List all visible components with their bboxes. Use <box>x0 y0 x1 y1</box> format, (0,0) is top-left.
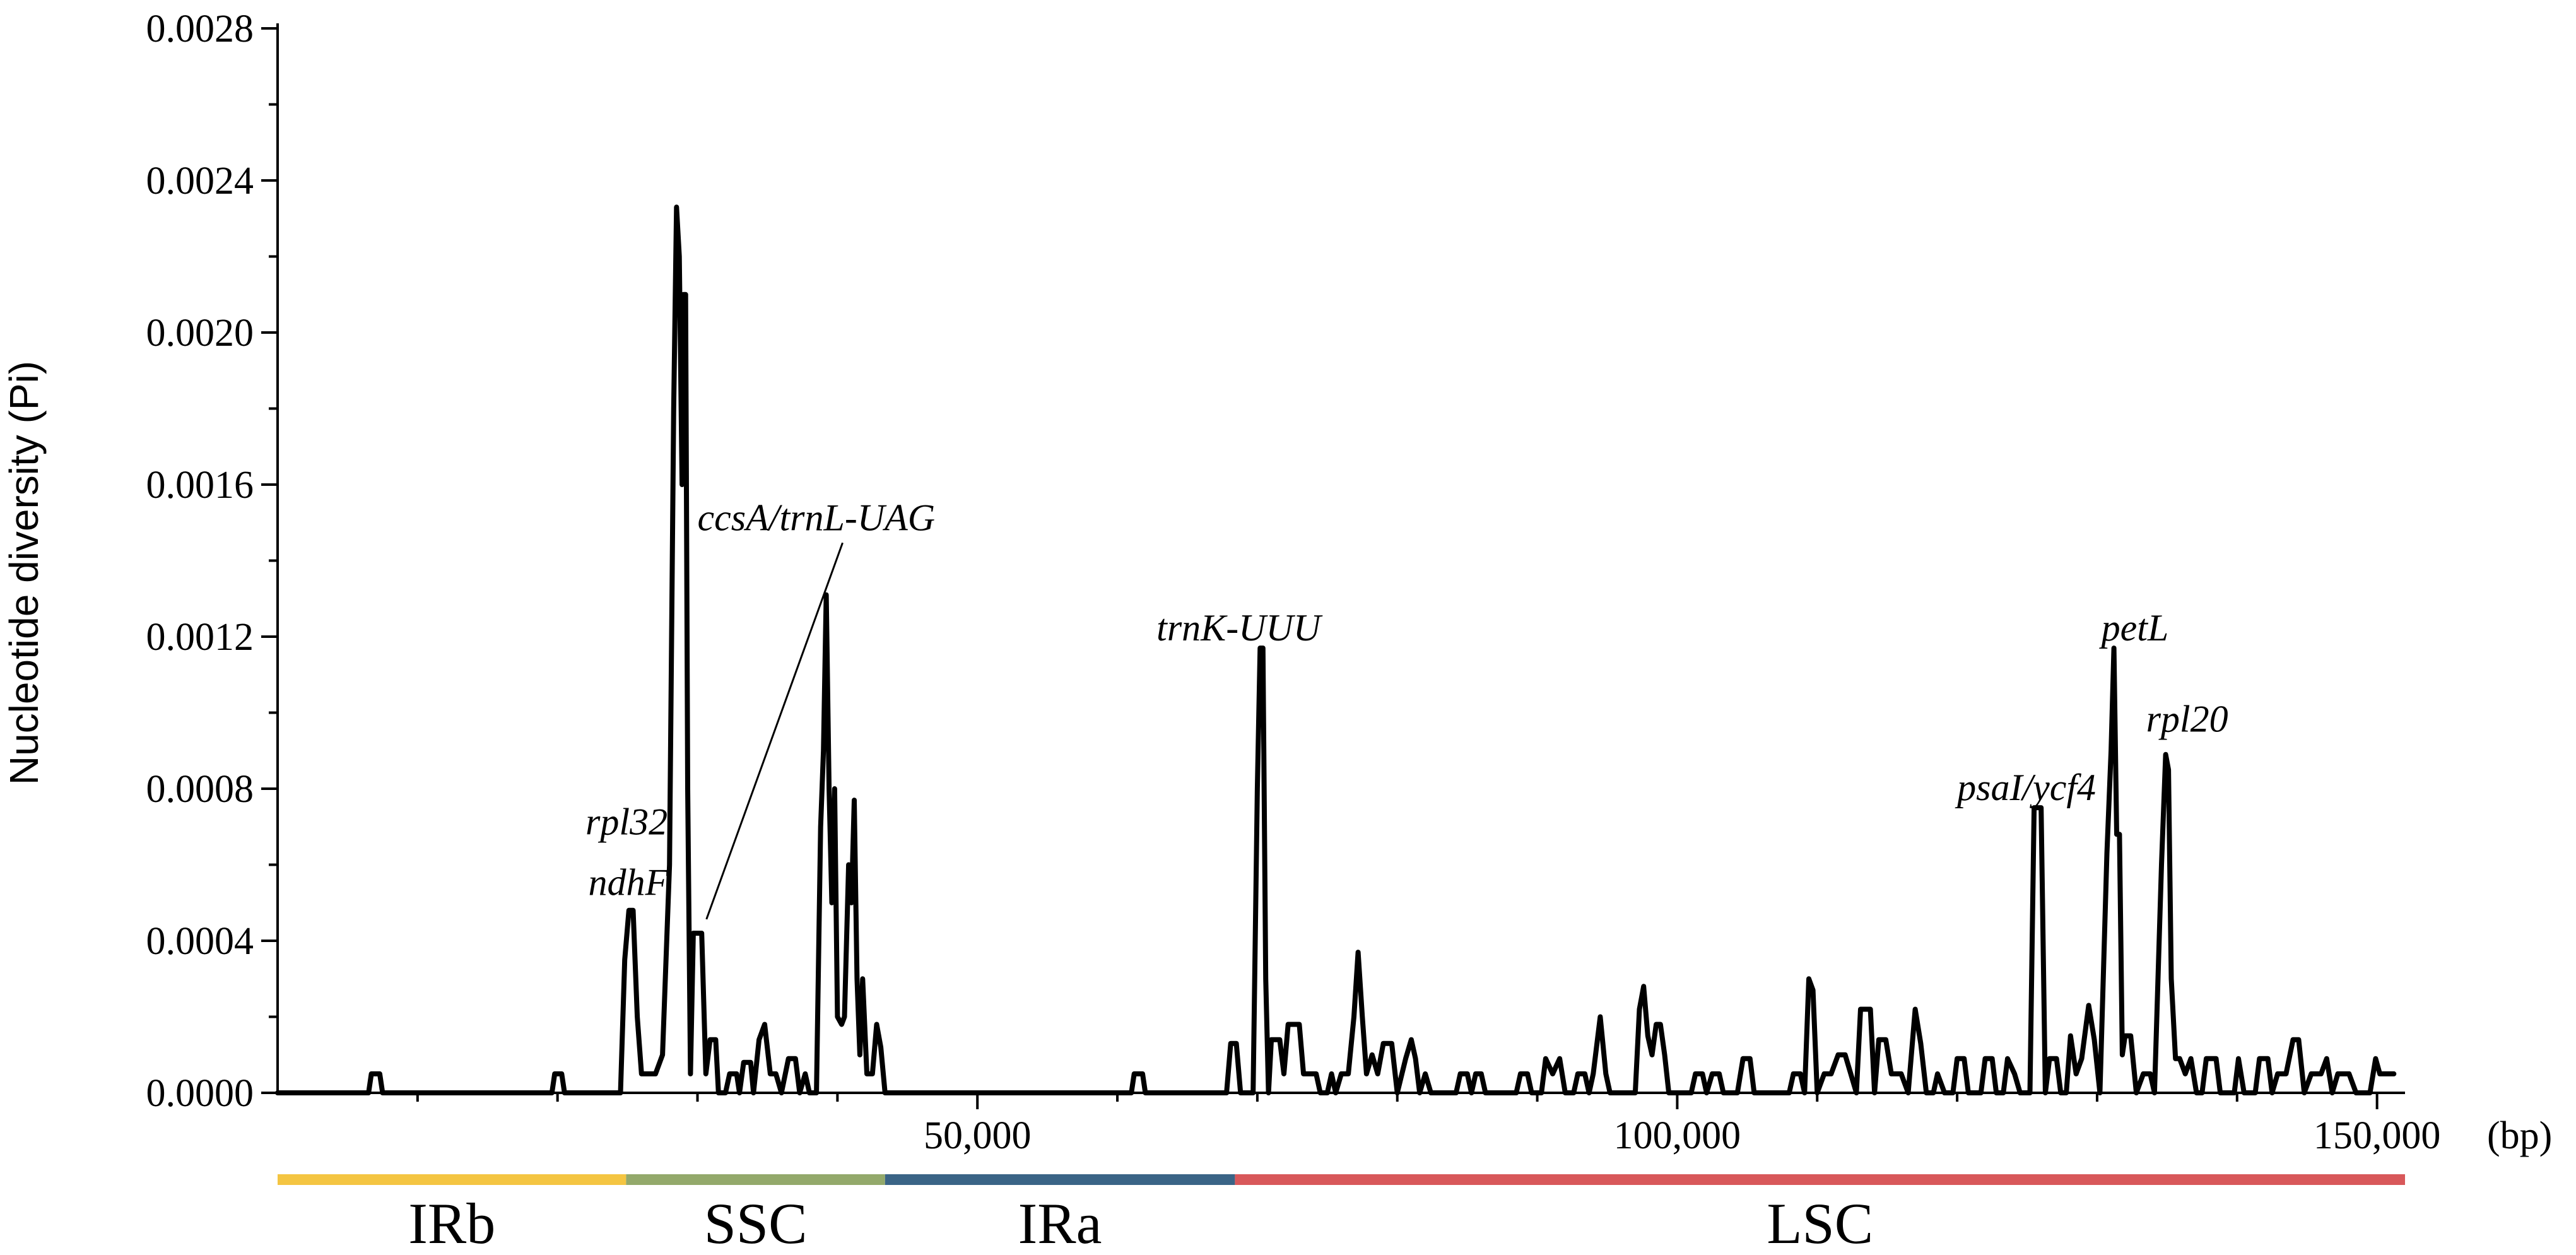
genome-regions: IRb SSC IRa LSC <box>278 1174 2405 1255</box>
x-ticks: 50,000 100,000 150,000 <box>416 1093 2441 1157</box>
y-tick-label: 0.0012 <box>146 616 254 659</box>
gene-annotation-label: rpl32 <box>585 801 668 842</box>
region-label-ssc: SSC <box>704 1191 808 1255</box>
gene-annotation-label: petL <box>2099 607 2169 649</box>
region-bar-ssc <box>626 1174 885 1185</box>
x-tick-label: 150,000 <box>2314 1114 2441 1157</box>
gene-annotation-label: ndhF <box>588 862 669 904</box>
series-line <box>275 204 2397 1095</box>
region-bar-lsc <box>1235 1174 2405 1185</box>
x-tick-label: 50,000 <box>924 1114 1032 1157</box>
annotation-leader-line <box>705 542 844 920</box>
y-axis-label: Nucleotide diversity (Pi) <box>1 361 47 785</box>
gene-annotation-label: ccsA/trnL-UAG <box>698 497 936 538</box>
region-bar-irb <box>278 1174 626 1185</box>
y-tick-label: 0.0024 <box>146 160 254 203</box>
gene-annotations: rpl32 ndhF ccsA/trnL-UAG trnK-UUU psaI/ycf4 p… <box>585 497 2228 920</box>
y-tick-label: 0.0004 <box>146 920 254 963</box>
region-bar-ira <box>885 1174 1235 1185</box>
region-label-irb: IRb <box>408 1191 495 1255</box>
y-tick-label: 0.0000 <box>146 1072 254 1115</box>
region-label-lsc: LSC <box>1767 1191 1873 1255</box>
x-tick-label: 100,000 <box>1614 1114 1741 1157</box>
region-label-ira: IRa <box>1018 1191 1102 1255</box>
axes <box>276 23 2405 1094</box>
gene-annotation-label: psaI/ycf4 <box>1955 767 2096 808</box>
y-tick-label: 0.0016 <box>146 464 254 507</box>
gene-annotation-label: rpl20 <box>2146 698 2228 740</box>
x-axis-unit: (bp) <box>2487 1114 2552 1157</box>
y-ticks: 0.0000 0.0004 0.0008 0.0012 0.0016 0.0020 0.00… <box>146 8 278 1115</box>
y-tick-label: 0.0028 <box>146 8 254 50</box>
y-tick-label: 0.0008 <box>146 768 254 811</box>
y-tick-label: 0.0020 <box>146 312 254 355</box>
gene-annotation-label: trnK-UUU <box>1156 607 1323 649</box>
y-axis-label-group: Nucleotide diversity (Pi) <box>1 361 47 785</box>
